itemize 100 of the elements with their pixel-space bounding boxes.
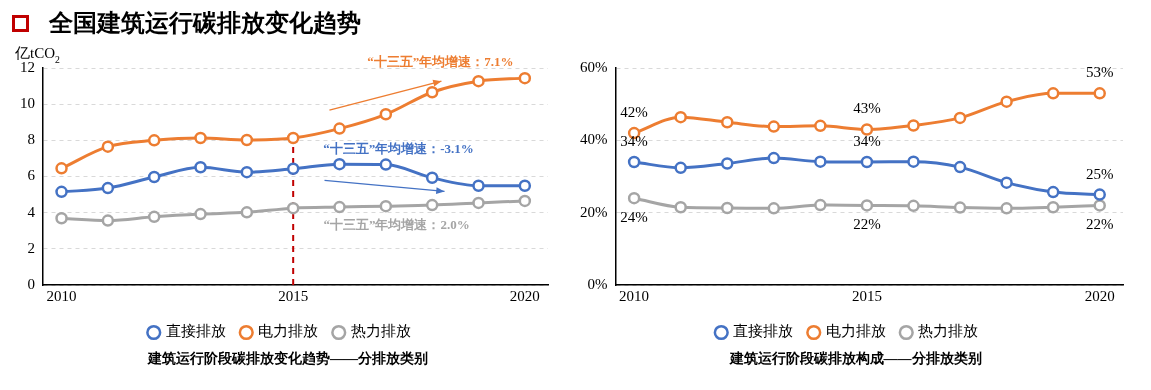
point	[907, 155, 920, 168]
y-tick-label: 0%	[587, 275, 608, 292]
point	[1046, 87, 1060, 100]
y-tick-label: 20%	[580, 203, 608, 220]
point	[1046, 200, 1060, 214]
point	[767, 151, 781, 165]
point	[674, 200, 687, 214]
data-label: 22%	[853, 216, 881, 233]
point	[767, 202, 781, 215]
point	[953, 160, 967, 174]
data-label: 22%	[1085, 216, 1114, 233]
data-label: 42%	[620, 104, 648, 121]
point	[286, 131, 300, 145]
data-label: 53%	[1085, 64, 1114, 81]
point	[194, 131, 207, 145]
point	[627, 155, 641, 169]
point	[379, 158, 393, 171]
point	[101, 181, 115, 195]
data-label: 43%	[853, 100, 881, 117]
point	[379, 199, 393, 213]
y-tick-label: 10	[20, 95, 35, 112]
point	[860, 155, 874, 169]
point	[907, 119, 920, 132]
legend-label: 热力排放	[350, 323, 411, 340]
point	[720, 201, 734, 215]
point	[1000, 202, 1013, 215]
point	[814, 155, 827, 168]
point	[472, 74, 485, 88]
point	[627, 191, 641, 205]
point	[472, 196, 485, 210]
point	[55, 162, 68, 175]
point	[333, 200, 346, 214]
point	[55, 212, 68, 225]
point	[860, 123, 874, 136]
x-tick-label: 2015	[278, 287, 309, 304]
y-tick-label: 4	[27, 203, 36, 220]
point	[1093, 199, 1106, 212]
point	[518, 194, 532, 208]
point	[425, 198, 439, 212]
point	[518, 179, 532, 192]
point	[425, 171, 439, 185]
y-tick-label: 0	[27, 275, 35, 292]
x-tick-label: 2020	[509, 287, 540, 304]
point	[1093, 188, 1106, 201]
point	[1000, 95, 1013, 108]
point	[147, 170, 161, 184]
point	[674, 110, 687, 124]
point	[1000, 176, 1013, 189]
point	[814, 119, 827, 133]
annotation: “十三五”年均增速：2.0%	[323, 217, 470, 233]
point	[472, 179, 485, 192]
point	[333, 122, 346, 135]
point	[1093, 87, 1106, 100]
point	[1046, 185, 1060, 199]
point	[194, 161, 207, 174]
point	[860, 199, 874, 212]
point	[518, 71, 532, 85]
x-tick-label: 2010	[46, 287, 77, 304]
text: 建筑运行阶段碳排放构成——分排放类别	[728, 350, 983, 368]
legend-label: 直接排放	[165, 323, 226, 340]
y-tick-label: 8	[27, 131, 35, 148]
chart-title: 全国建筑运行碳排放变化趋势	[49, 9, 361, 38]
y-tick-label: 6	[27, 167, 36, 184]
point	[814, 198, 827, 212]
annotation: “十三五”年均增速：-3.1%	[323, 140, 474, 156]
x-tick-label: 2020	[1084, 287, 1115, 304]
data-label: 34%	[853, 132, 881, 149]
point	[720, 116, 734, 129]
point	[147, 210, 161, 224]
point	[953, 201, 967, 214]
point	[240, 206, 254, 219]
point	[194, 207, 207, 221]
data-label: 25%	[1085, 165, 1114, 182]
data-label: 34%	[620, 132, 648, 149]
data-label: 24%	[620, 209, 648, 226]
point	[767, 120, 781, 133]
legend-label: 电力排放	[258, 323, 319, 340]
point	[953, 111, 967, 125]
y-tick-label: 60%	[580, 58, 608, 75]
point	[379, 108, 393, 121]
point	[147, 134, 161, 147]
point	[907, 199, 920, 213]
point	[674, 161, 687, 175]
point	[333, 157, 346, 171]
y-tick-label: 40%	[580, 131, 608, 148]
point	[425, 85, 439, 99]
point	[240, 133, 254, 147]
legend-label: 电力排放	[825, 323, 886, 340]
point	[101, 214, 115, 227]
y-tick-label: 2	[27, 239, 35, 256]
point	[286, 201, 300, 215]
point	[240, 165, 254, 179]
legend-label: 直接排放	[733, 323, 794, 340]
point	[101, 140, 115, 153]
point	[286, 162, 300, 175]
text: 建筑运行阶段碳排放变化趋势——分排放类别	[146, 350, 429, 368]
x-tick-label: 2010	[619, 287, 650, 304]
point	[55, 185, 68, 199]
annotation: “十三五”年均增速：7.1%	[367, 53, 514, 69]
point	[720, 157, 734, 170]
